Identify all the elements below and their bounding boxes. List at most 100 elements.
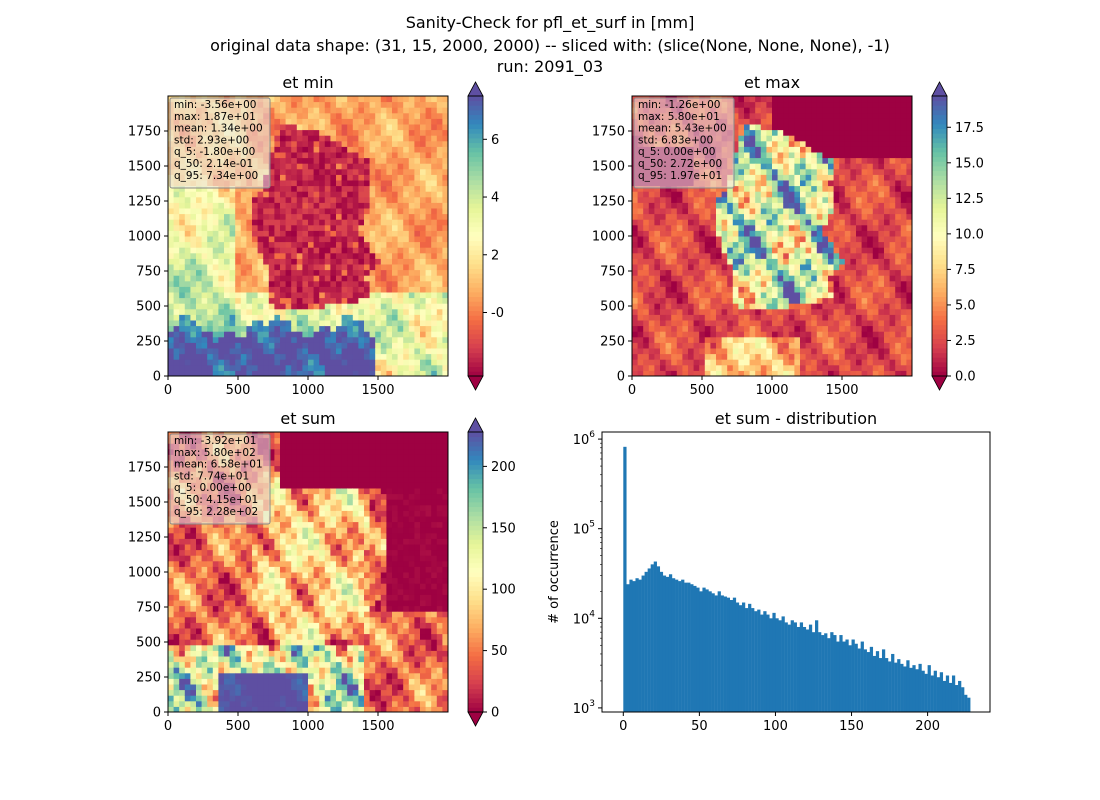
y-tick-label: 500 <box>136 300 161 315</box>
colorbar-tick-label: 0 <box>491 706 499 721</box>
histogram-bar <box>662 575 667 712</box>
histogram-bar <box>650 564 654 712</box>
histogram-bar <box>711 593 715 712</box>
x-tick-label: 50 <box>691 719 708 734</box>
histogram-bar <box>735 602 740 712</box>
colorbar: -0 2 4 6 <box>467 81 504 391</box>
stats-line: min: -3.92e+01 <box>174 435 256 447</box>
colorbar-extend-min <box>931 375 948 391</box>
histogram-bar <box>687 582 691 712</box>
histogram-bar <box>897 659 901 712</box>
histogram-bar <box>702 587 706 712</box>
histogram-bar <box>875 651 880 712</box>
histogram-bar <box>681 579 685 712</box>
histogram-bar <box>915 669 919 712</box>
histogram-bar <box>964 694 968 712</box>
stats-line: mean: 6.58e+01 <box>174 459 263 471</box>
stats-line: q_5: -1.80e+00 <box>174 146 255 158</box>
y-tick-label: 0 <box>153 370 161 385</box>
histogram-bar <box>808 624 813 712</box>
histogram-bar <box>754 611 758 712</box>
y-tick-label: 1000 <box>592 230 625 245</box>
y-tick-label: 250 <box>136 335 161 350</box>
histogram-bar <box>878 658 883 712</box>
y-tick-label: 1250 <box>128 531 161 546</box>
histogram-bar <box>815 620 819 712</box>
histogram-bar <box>842 641 846 712</box>
x-tick-label: 1000 <box>291 719 324 734</box>
histogram-bar <box>632 581 636 712</box>
histogram-bar <box>827 638 831 712</box>
y-tick-label: 1750 <box>128 461 161 476</box>
histogram-bar <box>784 622 788 712</box>
histogram-bar <box>671 578 676 712</box>
histogram-bar <box>772 612 776 712</box>
histogram-bar <box>717 591 721 712</box>
y-tick-label: 250 <box>136 671 161 686</box>
y-tick-label: 1750 <box>128 125 161 140</box>
y-tick-label: 500 <box>600 300 625 315</box>
histogram-bar <box>708 591 712 712</box>
histogram-bar <box>656 566 661 712</box>
histogram-bar <box>684 582 688 712</box>
histogram-bar <box>942 680 947 712</box>
histogram-bar <box>665 576 670 712</box>
histogram-bar <box>626 584 630 712</box>
y-tick-label: 500 <box>136 636 161 651</box>
histogram-bar <box>906 660 910 712</box>
colorbar-tick-label: 6 <box>491 133 499 148</box>
histogram-panel: et sum - distribution 0 50 100 150 200 103 104 1… <box>547 409 991 734</box>
histogram-bars <box>623 446 971 712</box>
colorbar-extend-min <box>467 711 484 727</box>
histogram-bar <box>830 632 834 712</box>
y-tick-label: 750 <box>600 265 625 280</box>
colorbar-tick-label: 10.0 <box>955 227 984 242</box>
y-tick-label: 750 <box>136 601 161 616</box>
histogram-bar <box>757 609 761 712</box>
histogram-bar <box>653 561 657 712</box>
histogram-bar <box>860 641 864 712</box>
histogram-bar <box>793 622 797 712</box>
colorbar-tick-label: 150 <box>491 521 516 536</box>
y-tick-label: 750 <box>136 265 161 280</box>
colorbar-tick-label: 7.5 <box>955 263 976 278</box>
y-tick-label: 104 <box>573 609 596 627</box>
histogram-bar <box>699 591 703 712</box>
heatmap-panel-1: et min 0 500 1000 1500 0 250 500 750 1000 1250 1500… <box>128 73 504 398</box>
stats-line: std: 7.74e+01 <box>174 470 249 482</box>
stats-line: mean: 1.34e+00 <box>174 123 263 135</box>
stats-line: q_50: 2.72e+00 <box>638 158 722 170</box>
histogram-bar <box>799 622 804 712</box>
stats-box-background <box>169 433 271 525</box>
histogram-bar <box>909 667 913 712</box>
histogram-bar <box>921 670 925 712</box>
colorbar-tick-label: -0 <box>491 306 504 321</box>
x-tick-label: 0 <box>164 719 172 734</box>
stats-line: std: 6.83e+00 <box>638 134 713 146</box>
y-tick-label: 1000 <box>128 230 161 245</box>
stats-line: max: 5.80e+01 <box>638 111 720 123</box>
colorbar-tick-label: 4 <box>491 191 499 206</box>
histogram-bar <box>668 574 673 712</box>
histogram-bar <box>900 663 904 712</box>
y-tick-label: 103 <box>573 699 595 717</box>
histogram-bar <box>629 579 633 712</box>
histogram-bar <box>714 595 718 712</box>
stats-line: q_50: 4.15e+01 <box>174 494 258 506</box>
heatmap-panel-2: et max 0 500 1000 1500 0 250 500 750 1000 1250 1500… <box>592 73 984 398</box>
histogram-bar <box>848 645 852 712</box>
histogram-bar <box>811 632 816 712</box>
y-tick-label: 250 <box>600 335 625 350</box>
histogram-bar <box>885 658 889 712</box>
colorbar-extend-min <box>467 375 484 391</box>
histogram-bar <box>696 587 700 712</box>
histogram-bar <box>818 632 822 712</box>
y-tick-label: 1000 <box>128 566 161 581</box>
histogram-bar <box>933 670 937 712</box>
histogram-bar <box>824 633 828 712</box>
histogram-bar <box>936 677 940 712</box>
colorbar-tick-label: 50 <box>491 644 508 659</box>
colorbar-tick-label: 2 <box>491 248 499 263</box>
